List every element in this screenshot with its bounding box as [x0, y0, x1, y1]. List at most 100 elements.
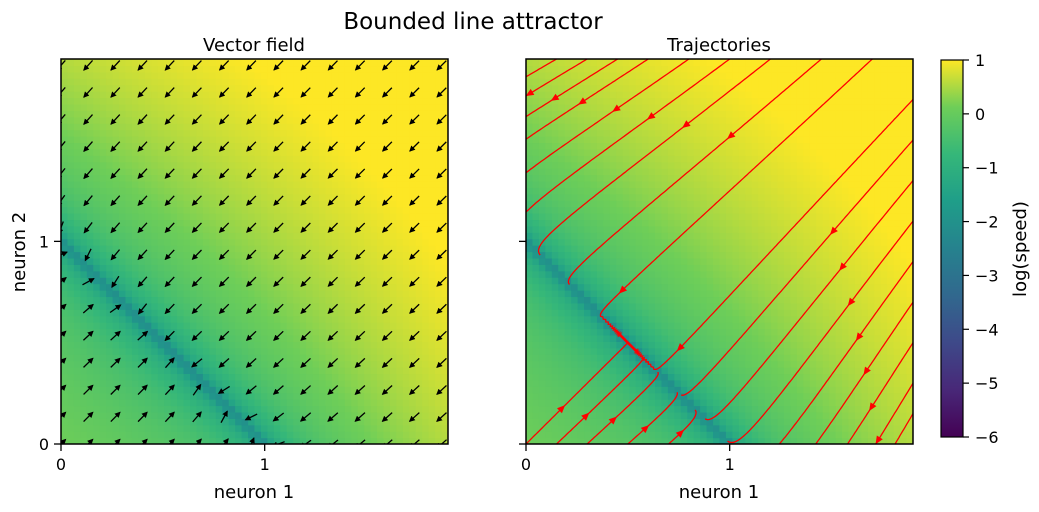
heatmap-cell [532, 219, 540, 227]
heatmap-cell [415, 103, 423, 111]
heatmap-cell [622, 142, 630, 150]
heatmap-cell [157, 206, 165, 214]
heatmap-cell [635, 193, 643, 201]
heatmap-cell [428, 238, 436, 246]
heatmap-cell [357, 225, 365, 233]
heatmap-cell [428, 399, 436, 407]
heatmap-cell [306, 123, 314, 131]
heatmap-cell [209, 148, 217, 156]
heatmap-cell [396, 302, 404, 310]
heatmap-cell [357, 84, 365, 92]
heatmap-cell [299, 392, 307, 400]
heatmap-cell [532, 232, 540, 240]
heatmap-cell [144, 232, 152, 240]
heatmap-cell [331, 379, 339, 387]
heatmap-cell [267, 411, 275, 419]
heatmap-cell [577, 65, 585, 73]
heatmap-cell [93, 386, 101, 394]
heatmap-cell [538, 116, 546, 124]
heatmap-cell [526, 322, 534, 330]
heatmap-cell [435, 431, 443, 439]
heatmap-cell [222, 296, 230, 304]
heatmap-cell [93, 245, 101, 253]
heatmap-cell [248, 59, 256, 67]
heatmap-cell [338, 110, 346, 118]
heatmap-cell [312, 257, 320, 265]
heatmap-cell [364, 328, 372, 336]
heatmap-cell [532, 78, 540, 86]
heatmap-cell [106, 347, 114, 355]
heatmap-cell [202, 110, 210, 118]
heatmap-cell [441, 161, 448, 169]
heatmap-cell [596, 411, 604, 419]
heatmap-cell [377, 84, 385, 92]
heatmap-cell [125, 91, 133, 99]
heatmap-cell [215, 71, 223, 79]
heatmap-cell [635, 405, 643, 413]
quiver-arrow [218, 249, 230, 260]
trajectories-title: Trajectories [666, 35, 771, 56]
quiver-arrow [327, 195, 338, 206]
heatmap-cell [596, 322, 604, 330]
quiver-arrow [191, 87, 202, 98]
heatmap-cell [370, 155, 378, 163]
heatmap-cell [351, 354, 359, 362]
heatmap-cell [603, 142, 611, 150]
heatmap-cell [551, 213, 559, 221]
heatmap-cell [351, 225, 359, 233]
heatmap-cell [532, 341, 540, 349]
heatmap-cell [616, 238, 624, 246]
quiver-arrow [137, 249, 148, 261]
heatmap-cell [415, 334, 423, 342]
heatmap-cell [80, 84, 88, 92]
heatmap-cell [558, 392, 566, 400]
heatmap-cell [280, 328, 288, 336]
heatmap-cell [596, 437, 604, 444]
heatmap-cell [603, 225, 611, 233]
heatmap-cell [80, 245, 88, 253]
heatmap-cell [545, 84, 553, 92]
heatmap-cell [402, 142, 410, 150]
heatmap-cell [254, 431, 262, 439]
heatmap-cell [306, 341, 314, 349]
heatmap-cell [344, 379, 352, 387]
heatmap-cell [351, 270, 359, 278]
heatmap-cell [642, 322, 650, 330]
heatmap-cell [267, 103, 275, 111]
heatmap-cell [357, 264, 365, 272]
heatmap-cell [629, 373, 637, 381]
heatmap-cell [435, 373, 443, 381]
heatmap-cell [157, 91, 165, 99]
heatmap-cell [538, 219, 546, 227]
heatmap-cell [558, 225, 566, 233]
heatmap-cell [254, 116, 262, 124]
heatmap-cell [351, 315, 359, 323]
heatmap-cell [532, 424, 540, 432]
heatmap-cell [93, 232, 101, 240]
heatmap-cell [338, 238, 346, 246]
heatmap-cell [603, 322, 611, 330]
heatmap-cell [635, 200, 643, 208]
heatmap-cell [196, 270, 204, 278]
heatmap-cell [377, 168, 385, 176]
heatmap-cell [622, 200, 630, 208]
heatmap-cell [93, 277, 101, 285]
heatmap-cell [267, 264, 275, 272]
heatmap-cell [131, 245, 139, 253]
heatmap-cell [202, 264, 210, 272]
heatmap-cell [241, 219, 249, 227]
heatmap-cell [151, 437, 159, 444]
heatmap-cell [293, 116, 301, 124]
heatmap-cell [590, 296, 598, 304]
heatmap-cell [526, 161, 534, 169]
heatmap-cell [558, 328, 566, 336]
heatmap-cell [389, 315, 397, 323]
heatmap-cell [584, 148, 592, 156]
heatmap-cell [364, 309, 372, 317]
heatmap-cell [629, 379, 637, 387]
quiver-arrow [61, 141, 66, 153]
heatmap-cell [286, 78, 294, 86]
heatmap-cell [254, 360, 262, 368]
heatmap-cell [609, 277, 617, 285]
heatmap-cell [596, 392, 604, 400]
